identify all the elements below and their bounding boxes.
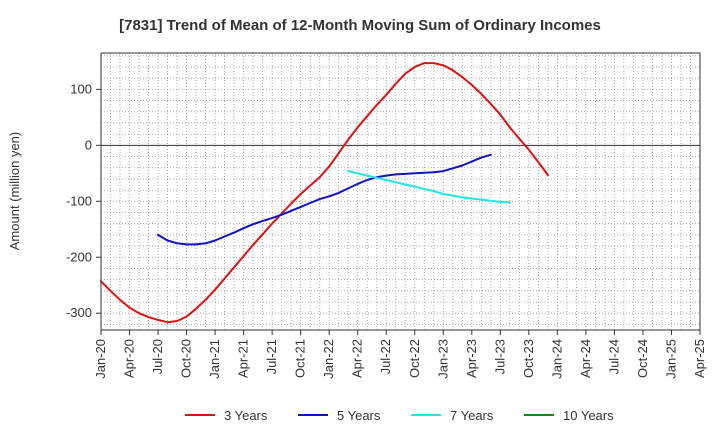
y-tick-label: 100 [70,81,92,96]
x-tick-label: Oct-21 [293,339,308,378]
x-tick-label: Apr-24 [578,339,593,378]
x-tick-label: Jan-22 [321,339,336,379]
x-tick-label: Jan-24 [549,339,564,379]
legend-label-2: 5 Years [337,408,381,423]
legend-label-3: 7 Years [450,408,494,423]
x-tick-label: Jul-20 [150,339,165,374]
x-tick-label: Oct-22 [407,339,422,378]
plot-area [101,53,700,330]
x-tick-label: Jul-24 [606,339,621,374]
x-tick-label: Jul-22 [378,339,393,374]
x-tick-label: Oct-20 [179,339,194,378]
y-axis-label: Amount (million yen) [7,132,22,251]
x-tick-label: Apr-22 [350,339,365,378]
x-tick-label: Jan-21 [207,339,222,379]
x-tick-label: Jul-23 [492,339,507,374]
series-line-3 [347,170,511,204]
x-tick-label: Jul-21 [264,339,279,374]
plot-frame [100,52,701,331]
x-tick-label: Oct-23 [521,339,536,378]
x-tick-label: Jan-23 [435,339,450,379]
y-tick-label: -100 [66,193,92,208]
x-tick-label: Oct-24 [635,339,650,378]
legend-label-1: 3 Years [224,408,268,423]
series-line-1 [100,62,549,324]
y-tick-label: 0 [85,137,92,152]
x-tick-label: Apr-25 [692,339,707,378]
y-axis-ticks: 100 0 -100 -200 -300 [66,81,101,320]
plot-border [100,52,701,331]
x-tick-label: Jan-25 [664,339,679,379]
x-tick-label: Jan-20 [93,339,108,379]
x-tick-label: Apr-23 [464,339,479,378]
chart-title: [7831] Trend of Mean of 12-Month Moving … [119,17,601,34]
x-axis-ticks: Jan-20 Apr-20 Jul-20 Oct-20 Jan-21 Apr-21 Jul-… [93,330,707,379]
legend-label-4: 10 Years [563,408,614,423]
x-tick-label: Apr-21 [236,339,251,378]
legend: 3 Years 5 Years 7 Years 10 Years [185,408,614,423]
x-tick-label: Apr-20 [122,339,137,378]
grid-lines [101,53,700,330]
y-tick-label: -300 [66,305,92,320]
series-line-2 [157,153,492,246]
series-lines [100,62,549,324]
y-tick-label: -200 [66,249,92,264]
plot-background [101,53,700,330]
